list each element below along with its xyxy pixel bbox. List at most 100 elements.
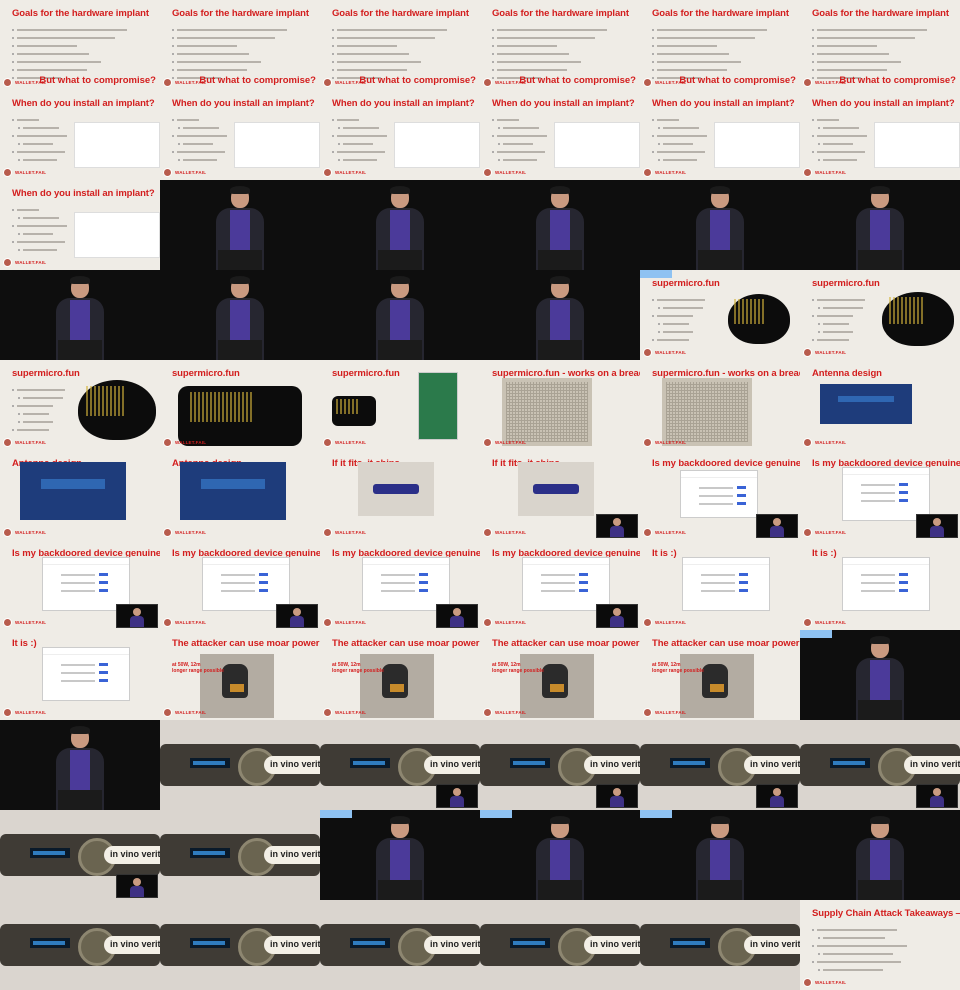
podium [858, 250, 902, 270]
browser-tabs [681, 471, 757, 478]
circuit-diagram [74, 122, 160, 168]
thumbnail[interactable] [320, 810, 480, 900]
browser-tabs [43, 648, 129, 655]
form-button [419, 589, 428, 592]
thumbnail[interactable]: When do you install an implant? WALLET.FA… [0, 90, 160, 180]
thumbnail[interactable]: The attacker can use moar power at 50W, 1… [160, 630, 320, 720]
podium [698, 880, 742, 900]
thumbnail[interactable]: Is my backdoored device genuine? WALLET.F… [0, 540, 160, 630]
thumbnail[interactable]: in vino veritas [640, 720, 800, 810]
form-button [579, 589, 588, 592]
thumbnail[interactable]: in vino veritas [320, 720, 480, 810]
device-label: in vino veritas [424, 936, 480, 954]
form-button [419, 581, 428, 584]
thumbnail[interactable]: Is my backdoored device genuine? WALLET.F… [800, 450, 960, 540]
thumbnail[interactable]: When do you install an implant? WALLET.FA… [800, 90, 960, 180]
slide-footer: WALLET.FAIL [643, 618, 686, 627]
thumbnail[interactable]: Goals for the hardware implant But what t… [320, 0, 480, 90]
thumbnail[interactable]: When do you install an implant? WALLET.FA… [320, 90, 480, 180]
thumbnail[interactable] [640, 810, 800, 900]
thumbnail[interactable]: When do you install an implant? WALLET.FA… [160, 90, 320, 180]
speaker-avatar [323, 438, 332, 447]
speaker-inset-video [916, 784, 958, 808]
thumbnail[interactable] [480, 180, 640, 270]
thumbnail[interactable]: It is :) WALLET.FAIL [640, 540, 800, 630]
thumbnail[interactable]: Goals for the hardware implant But what t… [0, 0, 160, 90]
bullet-item [12, 74, 152, 82]
thumbnail[interactable]: It is :) WALLET.FAIL [0, 630, 160, 720]
thumbnail[interactable]: The attacker can use moar power at 50W, 1… [640, 630, 800, 720]
thumbnail[interactable]: in vino veritas [0, 810, 160, 900]
bullet-item [172, 156, 232, 164]
thumbnail[interactable]: Goals for the hardware implant But what t… [800, 0, 960, 90]
form-button [899, 581, 908, 584]
thumbnail[interactable]: supermicro.fun WALLET.FAIL [160, 360, 320, 450]
slide-footer: WALLET.FAIL [163, 708, 206, 717]
thumbnail[interactable]: Is my backdoored device genuine? WALLET.F… [320, 540, 480, 630]
thumbnail[interactable]: When do you install an implant? WALLET.FA… [640, 90, 800, 180]
thumbnail[interactable]: supermicro.fun WALLET.FAIL [800, 270, 960, 360]
thumbnail[interactable]: in vino veritas [160, 900, 320, 990]
device-label-text: in vino veritas [590, 759, 640, 769]
thumbnail[interactable]: in vino veritas [640, 900, 800, 990]
thumbnail[interactable] [480, 270, 640, 360]
thumbnail[interactable]: Goals for the hardware implant But what t… [640, 0, 800, 90]
thumbnail[interactable]: in vino veritas [160, 810, 320, 900]
circuit-diagram [394, 122, 480, 168]
thumbnail[interactable] [160, 270, 320, 360]
speaker-inset-video [276, 604, 318, 628]
thumbnail[interactable] [0, 270, 160, 360]
thumbnail[interactable]: It is :) WALLET.FAIL [800, 540, 960, 630]
thumbnail[interactable]: When do you install an implant? WALLET.FA… [480, 90, 640, 180]
bullet-list [812, 926, 952, 974]
antenna-rig-photo [200, 654, 274, 718]
thumbnail[interactable]: The attacker can use moar power at 50W, 1… [480, 630, 640, 720]
speaker-hair [870, 816, 890, 824]
footer-brand: WALLET.FAIL [655, 80, 687, 85]
slide-footer: WALLET.FAIL [3, 78, 46, 87]
thumbnail[interactable]: Is my backdoored device genuine? WALLET.F… [160, 540, 320, 630]
thumbnail[interactable] [640, 180, 800, 270]
thumbnail[interactable]: in vino veritas [320, 900, 480, 990]
thumbnail[interactable]: Is my backdoored device genuine? WALLET.F… [640, 450, 800, 540]
thumbnail[interactable]: Is my backdoored device genuine? WALLET.F… [480, 540, 640, 630]
speaker-avatar [323, 708, 332, 717]
thumbnail[interactable] [320, 270, 480, 360]
thumbnail[interactable]: supermicro.fun - works on a breadboard WA… [480, 360, 640, 450]
antenna-rig-photo [520, 654, 594, 718]
thumbnail[interactable]: If it fits, it shipsWALLET.FAIL [480, 450, 640, 540]
speaker-avatar [3, 708, 12, 717]
bullet-item [812, 140, 872, 148]
thumbnail[interactable]: in vino veritas [0, 900, 160, 990]
thumbnail[interactable] [800, 810, 960, 900]
thumbnail[interactable]: in vino veritas [480, 720, 640, 810]
bullet-item [652, 34, 792, 42]
thumbnail[interactable]: in vino veritas [160, 720, 320, 810]
circuit-diagram [874, 122, 960, 168]
thumbnail[interactable]: supermicro.fun WALLET.FAIL [320, 360, 480, 450]
thumbnail[interactable]: When do you install an implant? WALLET.FA… [0, 180, 160, 270]
thumbnail[interactable]: If it fits, it shipsWALLET.FAIL [320, 450, 480, 540]
thumbnail[interactable]: The attacker can use moar power at 50W, 1… [320, 630, 480, 720]
thumbnail[interactable]: Supply Chain Attack Takeaways — Recap WAL… [800, 900, 960, 990]
podium [218, 250, 262, 270]
thumbnail[interactable] [800, 630, 960, 720]
thumbnail[interactable] [0, 720, 160, 810]
thumbnail[interactable]: in vino veritas [800, 720, 960, 810]
thumbnail[interactable]: Goals for the hardware implant But what t… [480, 0, 640, 90]
thumbnail[interactable] [160, 180, 320, 270]
thumbnail[interactable] [800, 180, 960, 270]
thumbnail[interactable]: supermicro.fun - works on a breadboard WA… [640, 360, 800, 450]
thumbnail[interactable]: Goals for the hardware implant But what t… [160, 0, 320, 90]
thumbnail[interactable]: in vino veritas [480, 900, 640, 990]
slide-subtitle: But what to compromise? [199, 75, 316, 86]
breadboard-photo [662, 378, 752, 446]
thumbnail[interactable]: supermicro.fun WALLET.FAIL [640, 270, 800, 360]
thumbnail[interactable]: supermicro.fun WALLET.FAIL [0, 360, 160, 450]
bullet-item [492, 26, 632, 34]
thumbnail[interactable] [320, 180, 480, 270]
thumbnail[interactable] [480, 810, 640, 900]
